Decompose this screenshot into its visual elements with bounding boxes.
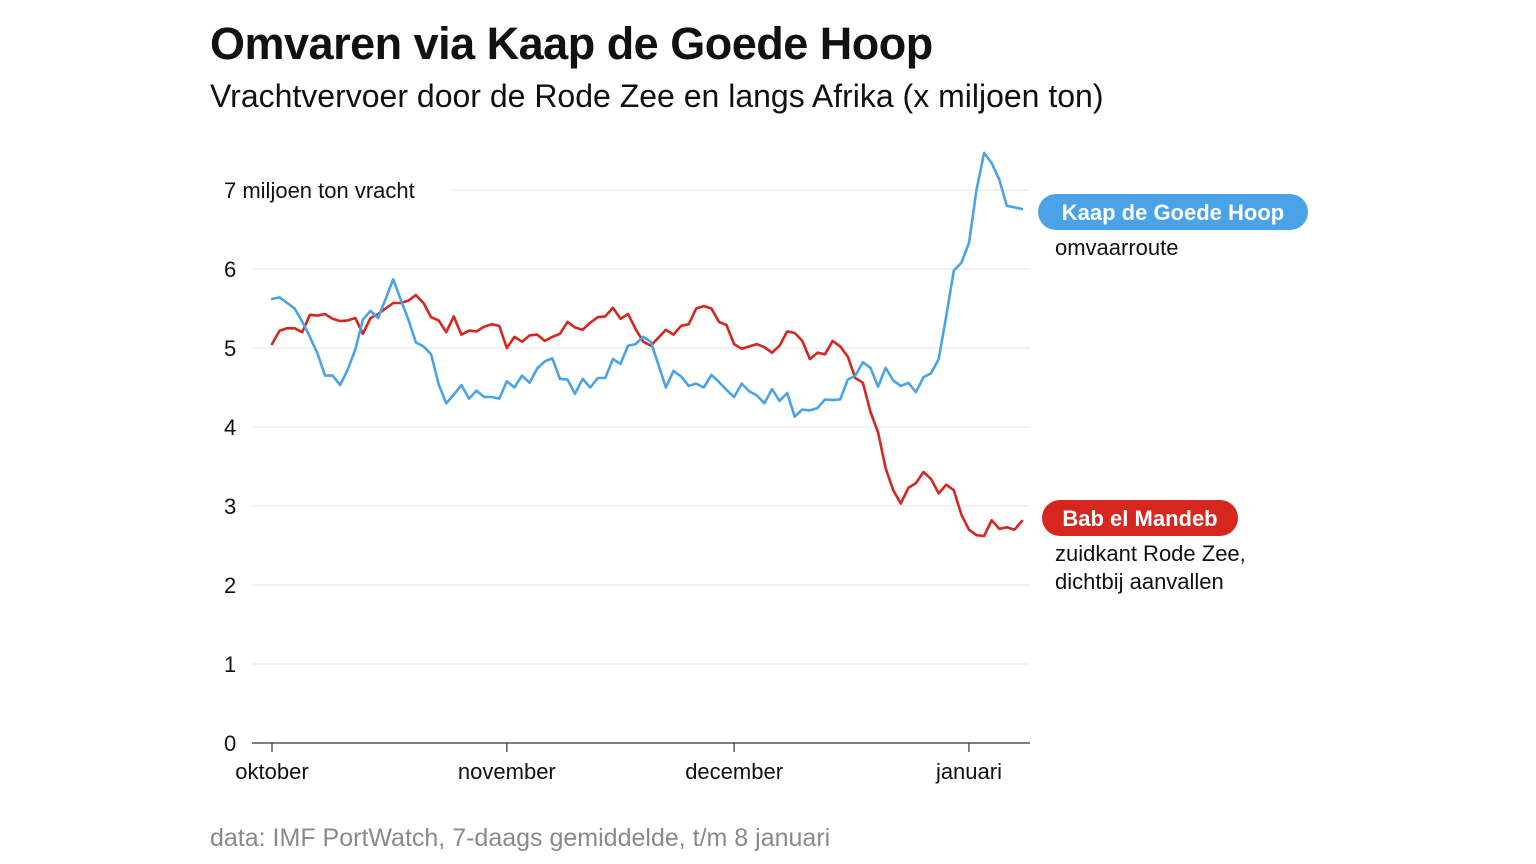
chart-title: Omvaren via Kaap de Goede Hoop [210,18,933,69]
y-tick-label: 0 [224,731,236,756]
legend-description-bab: dichtbij aanvallen [1055,569,1224,594]
series-labels: Kaap de Goede Hoop omvaarroute Bab el Mand… [1038,194,1308,594]
x-tick-label: oktober [235,759,308,784]
legend-label-cape: Kaap de Goede Hoop [1062,200,1284,225]
chart-subtitle: Vrachtvervoer door de Rode Zee en langs … [210,78,1104,114]
gridlines [252,189,1030,665]
y-tick-label: 1 [224,652,236,677]
x-tick-label: januari [935,759,1002,784]
series-line-cape [270,151,1024,419]
x-tick-label: december [685,759,783,784]
legend-label-bab: Bab el Mandeb [1062,506,1217,531]
y-tick-label: 3 [224,494,236,519]
axes: 0 1 2 3 4 5 6 7 miljoen ton vracht oktober novemb… [224,178,1030,784]
source-note: data: IMF PortWatch, 7-daags gemiddelde,… [210,824,831,852]
y-tick-label: 5 [224,336,236,361]
y-tick-label: 2 [224,573,236,598]
y-tick-label: 7 miljoen ton vracht [224,178,415,203]
series-line-bab [270,293,1024,538]
y-tick-label: 4 [224,415,236,440]
series-lines [270,151,1024,538]
legend-description-cape: omvaarroute [1055,235,1179,260]
x-tick-label: november [458,759,556,784]
legend-badge-cape [1038,194,1308,230]
y-tick-label: 6 [224,257,236,282]
legend-badge-bab [1042,500,1238,536]
legend-description-bab: zuidkant Rode Zee, [1055,541,1246,566]
